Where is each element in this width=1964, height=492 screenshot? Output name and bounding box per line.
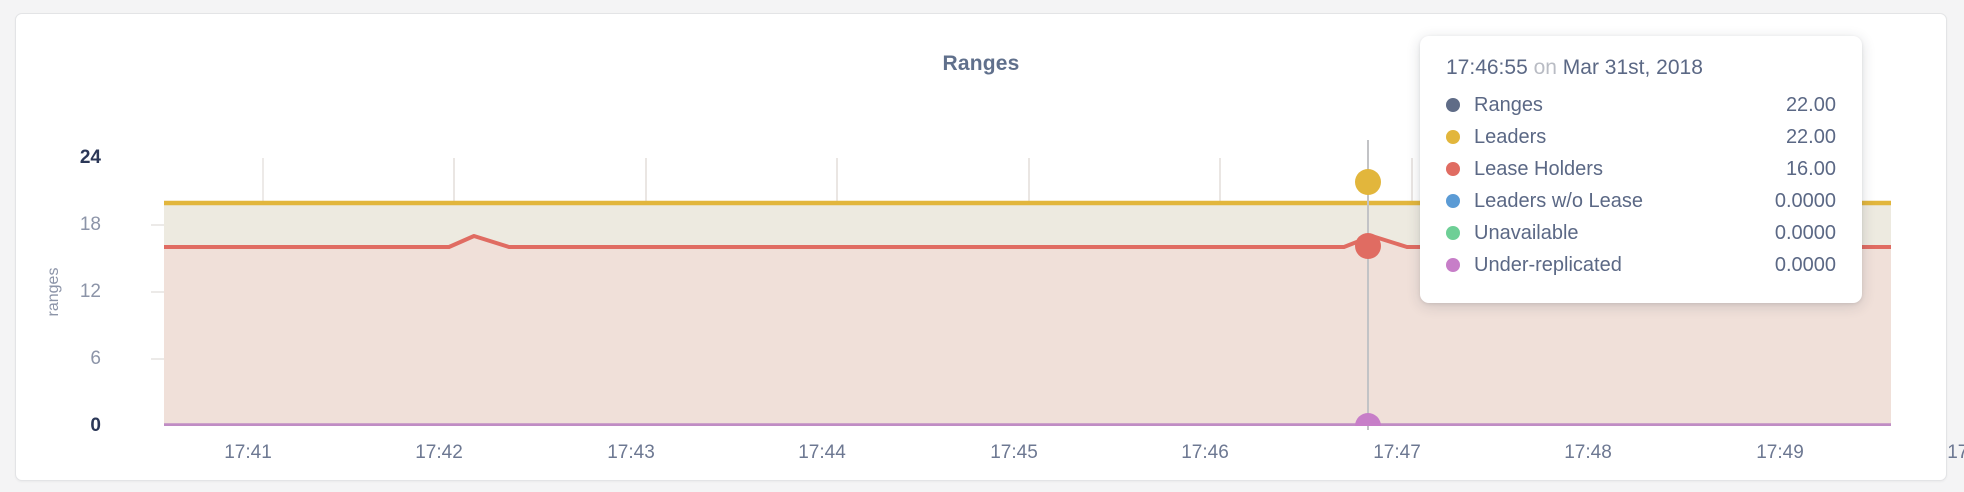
page-title: Ranges xyxy=(942,52,1020,75)
tooltip-header: 17:46:55 on Mar 31st, 2018 xyxy=(1446,56,1836,80)
x-tick-label-17-47: 17:47 xyxy=(1373,442,1421,463)
tooltip-row-leaders: Leaders 22.00 xyxy=(1446,121,1836,153)
tooltip-value-unavailable: 0.0000 xyxy=(1774,221,1836,244)
marker-leaders xyxy=(1355,169,1381,195)
x-tick-label-17-50: 17:50 xyxy=(1947,442,1964,463)
chart-tooltip: 17:46:55 on Mar 31st, 2018 Ranges 22.00 … xyxy=(1420,36,1862,303)
x-tick-label-17-45: 17:45 xyxy=(990,442,1038,463)
hover-cursor-line xyxy=(1367,140,1369,430)
x-tick-label-17-44: 17:44 xyxy=(798,442,846,463)
tooltip-time: 17:46:55 xyxy=(1446,56,1528,79)
legend-dot-under-replicated xyxy=(1446,258,1460,272)
legend-dot-lease-holders xyxy=(1446,162,1460,176)
tooltip-row-ranges: Ranges 22.00 xyxy=(1446,89,1836,121)
legend-dot-unavailable xyxy=(1446,226,1460,240)
tooltip-value-leaders-wo-lease: 0.0000 xyxy=(1774,189,1836,212)
chart-card: Ranges ranges 0 6 12 18 24 xyxy=(15,13,1964,481)
y-tick-mark-12 xyxy=(151,291,164,293)
tooltip-label-leaders-wo-lease: Leaders w/o Lease xyxy=(1474,189,1644,212)
x-tick-label-17-41: 17:41 xyxy=(224,442,272,463)
tooltip-value-ranges: 22.00 xyxy=(1785,93,1836,116)
tooltip-value-leaders: 22.00 xyxy=(1785,125,1836,148)
tooltip-label-under-replicated: Under-replicated xyxy=(1474,253,1622,276)
legend-dot-leaders xyxy=(1446,130,1460,144)
series-line-lease-holders xyxy=(164,234,1891,249)
tooltip-on-word: on xyxy=(1533,56,1557,79)
tooltip-row-leaders-wo-lease: Leaders w/o Lease 0.0000 xyxy=(1446,185,1836,217)
tooltip-value-lease-holders: 16.00 xyxy=(1785,157,1836,180)
tooltip-label-ranges: Ranges xyxy=(1474,93,1543,116)
tooltip-row-under-replicated: Under-replicated 0.0000 xyxy=(1446,249,1836,281)
x-tick-label-17-49: 17:49 xyxy=(1756,442,1804,463)
x-tick-label-17-46: 17:46 xyxy=(1181,442,1229,463)
y-tick-mark-18 xyxy=(151,224,164,226)
tooltip-label-unavailable: Unavailable xyxy=(1474,221,1579,244)
y-tick-label-12: 12 xyxy=(79,281,101,302)
x-tick-label-17-42: 17:42 xyxy=(415,442,463,463)
y-tick-label-18: 18 xyxy=(79,214,101,235)
tooltip-row-lease-holders: Lease Holders 16.00 xyxy=(1446,153,1836,185)
y-tick-label-6: 6 xyxy=(90,348,101,369)
y-tick-label-0: 0 xyxy=(90,415,101,436)
tooltip-label-leaders: Leaders xyxy=(1474,125,1547,148)
y-tick-label-24: 24 xyxy=(79,147,101,168)
legend-dot-ranges xyxy=(1446,98,1460,112)
y-axis: ranges 0 6 12 18 24 xyxy=(16,14,164,492)
tooltip-date: Mar 31st, 2018 xyxy=(1562,56,1703,79)
y-axis-title: ranges xyxy=(45,267,62,317)
marker-under-replicated xyxy=(1355,413,1381,426)
x-tick-label-17-43: 17:43 xyxy=(607,442,655,463)
tooltip-row-unavailable: Unavailable 0.0000 xyxy=(1446,217,1836,249)
x-tick-label-17-48: 17:48 xyxy=(1564,442,1612,463)
tooltip-label-lease-holders: Lease Holders xyxy=(1474,157,1603,180)
marker-lease-holders xyxy=(1355,233,1381,259)
y-tick-mark-6 xyxy=(151,358,164,360)
legend-dot-leaders-wo-lease xyxy=(1446,194,1460,208)
tooltip-value-under-replicated: 0.0000 xyxy=(1774,253,1836,276)
